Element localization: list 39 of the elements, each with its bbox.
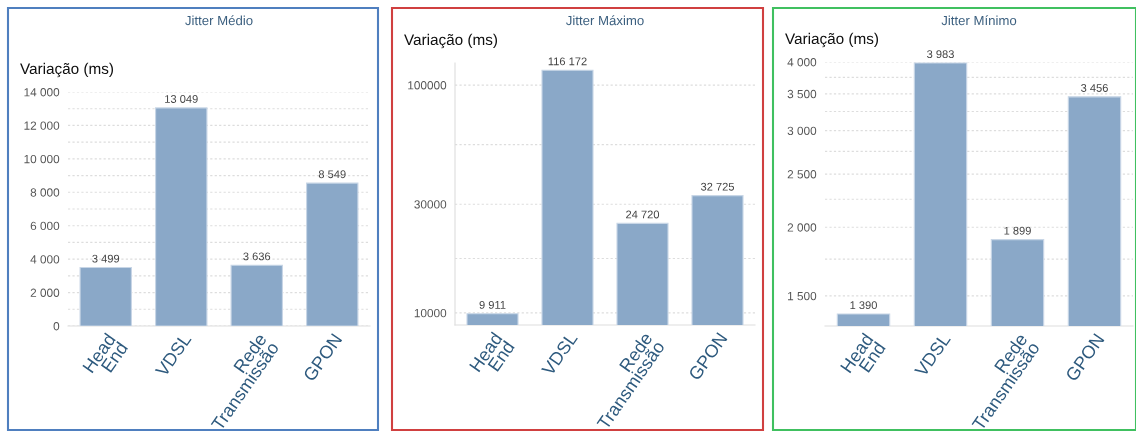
- y-tick-label: 14 000: [24, 88, 60, 97]
- y-tick-label: 10 000: [24, 154, 60, 164]
- data-label: 116 172: [548, 57, 587, 66]
- data-label: 3 499: [92, 254, 120, 263]
- y-tick-label: 2 000: [787, 223, 817, 232]
- y-axis-title: Variação (ms): [785, 32, 879, 48]
- y-tick-label: 3 000: [787, 126, 817, 135]
- data-label: 32 725: [700, 182, 735, 191]
- y-tick-label: 30000: [414, 200, 447, 209]
- chart-title: Jitter Máximo: [565, 15, 644, 26]
- y-tick-label: 10000: [414, 308, 447, 318]
- data-label: 1 390: [850, 301, 877, 310]
- y-tick-label: 3 500: [787, 89, 817, 99]
- data-label: 24 720: [626, 210, 660, 219]
- y-tick-label: 2 500: [787, 170, 817, 179]
- bar: [306, 182, 359, 326]
- chart-title: Jitter Médio: [185, 15, 253, 26]
- y-tick-label: 0: [53, 322, 60, 331]
- data-label: 8 549: [318, 170, 346, 179]
- data-label: 3 983: [927, 50, 954, 59]
- bar: [230, 264, 283, 326]
- y-tick-label: 4 000: [30, 255, 60, 264]
- y-axis-title: Variação (ms): [20, 62, 114, 78]
- y-axis-title: Variação (ms): [404, 33, 498, 49]
- y-tick-label: 8 000: [30, 188, 60, 197]
- data-label: 3 636: [243, 252, 271, 261]
- data-label: 3 456: [1081, 84, 1108, 92]
- y-tick-label: 4 000: [787, 58, 817, 67]
- data-label: 9 911: [479, 300, 506, 309]
- y-tick-label: 100000: [408, 81, 447, 90]
- data-label: 1 899: [1004, 226, 1031, 235]
- bar: [79, 266, 132, 326]
- y-tick-label: 2 000: [30, 288, 60, 297]
- bar: [155, 107, 208, 326]
- y-tick-label: 1 500: [788, 291, 817, 301]
- chart-title: Jitter Mínimo: [941, 15, 1017, 26]
- y-tick-label: 12 000: [24, 121, 60, 130]
- y-tick-label: 6 000: [30, 221, 60, 231]
- data-label: 13 049: [165, 95, 198, 103]
